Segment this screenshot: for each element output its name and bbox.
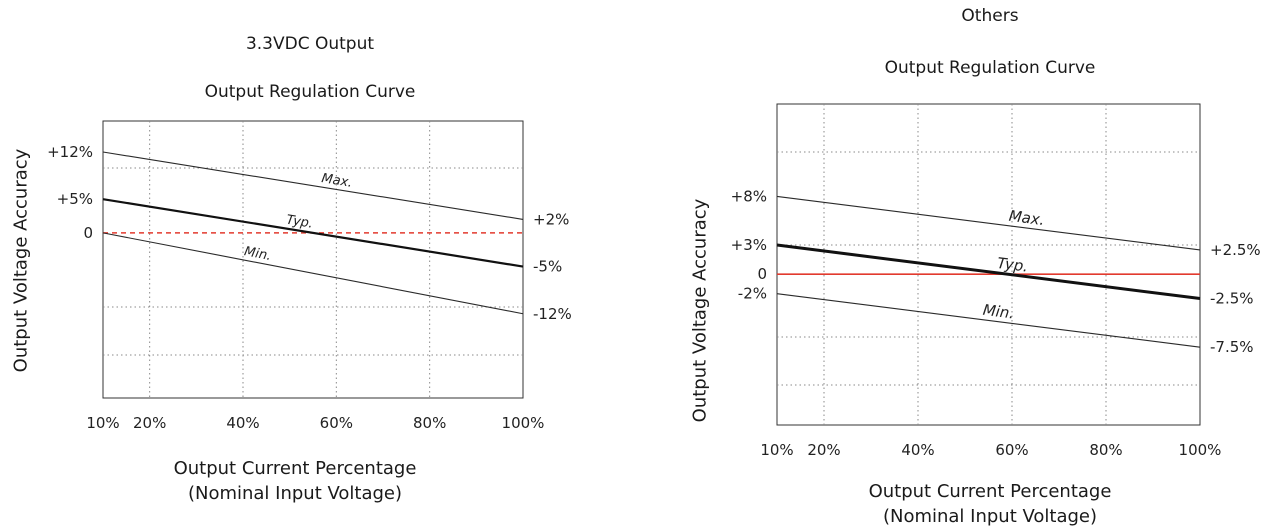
series-label-max: Max. — [1008, 207, 1046, 229]
series-line-max — [776, 195, 1201, 251]
x-tick-label: 20% — [133, 414, 166, 432]
y-tick-label-left: +3% — [731, 236, 767, 254]
chart-subtitle: Others — [961, 6, 1019, 26]
x-tick-label: 100% — [502, 414, 545, 432]
series-label-typ: Typ. — [285, 213, 314, 232]
x-axis-label: Output Current Percentage (Nominal Input… — [820, 479, 1160, 529]
x-tick-label: 80% — [413, 414, 446, 432]
x-axis-label-line1: Output Current Percentage — [173, 458, 417, 479]
series-line-min — [776, 293, 1201, 348]
plot-frame — [776, 103, 1201, 426]
chart-panel-3v3: 3.3VDC Output Output Regulation Curve Ou… — [0, 0, 600, 529]
y-tick-label-left: 0 — [757, 265, 767, 283]
series-line-typ — [102, 198, 524, 268]
y-tick-label-right: -2.5% — [1210, 290, 1254, 308]
y-tick-label-left: +12% — [47, 143, 93, 161]
x-axis-label-line1: Output Current Percentage — [868, 481, 1112, 502]
y-tick-label-right: -12% — [533, 305, 572, 323]
series-label-max: Max. — [320, 171, 353, 191]
plot-frame — [102, 120, 524, 399]
x-tick-label: 80% — [1089, 441, 1122, 459]
x-tick-label: 40% — [226, 414, 259, 432]
series-label-min: Min. — [243, 244, 273, 264]
y-tick-label-left: +8% — [731, 187, 767, 205]
x-tick-label: 10% — [86, 414, 119, 432]
series-label-min: Min. — [982, 301, 1015, 323]
x-axis-label-line2: (Nominal Input Voltage) — [187, 483, 403, 504]
chart-title: Output Regulation Curve — [884, 58, 1096, 78]
y-tick-label-left: -2% — [738, 285, 767, 303]
y-tick-label-right: +2% — [533, 210, 569, 228]
x-axis-label-line2: (Nominal Input Voltage) — [882, 506, 1098, 527]
series-line-min — [102, 232, 524, 315]
series-line-max — [102, 151, 524, 220]
chart-plot: Max. Typ. Min. 10% 20% 40% 60% 80% 100% +8% +3% 0 -2… — [731, 103, 1261, 459]
x-tick-label: 100% — [1179, 441, 1222, 459]
series-label-typ: Typ. — [996, 254, 1029, 276]
chart-subtitle: 3.3VDC Output — [245, 34, 375, 54]
y-tick-label-right: -7.5% — [1210, 338, 1254, 356]
y-tick-label-right: +2.5% — [1210, 241, 1261, 259]
x-tick-label: 60% — [995, 441, 1028, 459]
chart-plot: Max. Typ. Min. 10% 20% 40% 60% 80% 100% +12% +5% 0 +… — [47, 120, 572, 432]
x-tick-label: 60% — [320, 414, 353, 432]
x-tick-label: 10% — [760, 441, 793, 459]
x-tick-label: 40% — [901, 441, 934, 459]
chart-panel-others: Others Output Regulation Curve Output Vo… — [640, 0, 1273, 529]
chart-title: Output Regulation Curve — [204, 82, 416, 102]
y-tick-label-left: 0 — [83, 224, 93, 242]
y-tick-label-left: +5% — [57, 190, 93, 208]
x-tick-label: 20% — [807, 441, 840, 459]
x-axis-label: Output Current Percentage (Nominal Input… — [130, 456, 460, 506]
y-tick-label-right: -5% — [533, 258, 562, 276]
series-line-typ — [776, 243, 1201, 301]
